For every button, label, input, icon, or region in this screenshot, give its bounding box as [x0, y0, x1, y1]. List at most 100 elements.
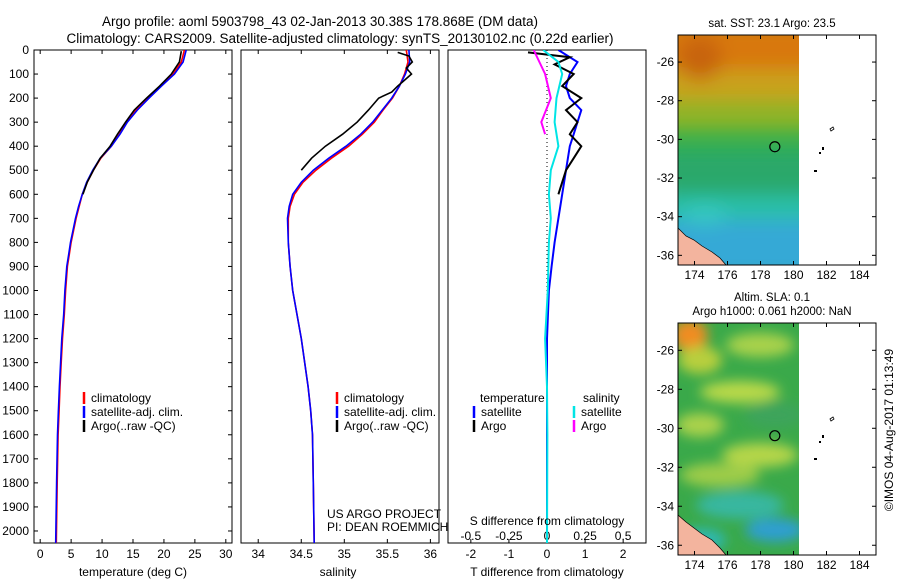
sla-lat-tick-label: -30 [657, 421, 675, 435]
temperature-xlabel: temperature (deg C) [79, 565, 187, 579]
sla-map-frame [677, 322, 877, 556]
legend-label-satellite-adj: satellite-adj. clim. [344, 405, 436, 419]
depth-tick-label: 400 [9, 139, 29, 153]
depth-tick-label: 300 [9, 115, 29, 129]
project-annotation: US ARGO PROJECT [327, 507, 442, 521]
t-difference-tick-label: 2 [620, 547, 627, 561]
sst-field [678, 35, 799, 265]
temperature-x-tick-label: 5 [68, 547, 75, 561]
depth-tick-label: 900 [9, 259, 29, 273]
sst-lat-tick-label: -30 [657, 132, 675, 146]
sst-map-title: sat. SST: 23.1 Argo: 23.5 [708, 18, 835, 30]
temperature-x-tick-label: 15 [126, 547, 140, 561]
sst-lat-tick-label: -28 [657, 94, 675, 108]
legend-label-argo: Argo(..raw -QC) [91, 419, 176, 433]
salinity-axes-frame [240, 49, 440, 544]
sst-lon-tick-label: 180 [783, 268, 803, 282]
s-difference-tick-label: -0.25 [495, 529, 523, 543]
depth-tick-label: 100 [9, 67, 29, 81]
coastline [678, 227, 727, 265]
sst-lon-tick-label: 176 [717, 268, 737, 282]
sst-lat-tick-label: -34 [657, 210, 675, 224]
coastline [678, 514, 727, 555]
s-difference-tick-label: 0.25 [573, 529, 597, 543]
depth-tick-label: 500 [9, 163, 29, 177]
legend-label-sal-satellite: satellite [581, 405, 622, 419]
depth-tick-label: 1800 [2, 476, 29, 490]
sst-lat-tick-label: -32 [657, 171, 675, 185]
sst-lon-tick-label: 178 [750, 268, 770, 282]
salinity-x-tick-label: 35 [338, 547, 352, 561]
series-line-satellite-adj-clim- [286, 50, 411, 543]
sla-map-title-line2: Argo h1000: 0.061 h2000: NaN [692, 306, 851, 318]
temperature-profiles [54, 50, 187, 543]
sla-map-panel: Altim. SLA: 0.1 Argo h1000: 0.061 h2000:… [657, 292, 877, 572]
sst-map-axes: 174 176 178 180 182 184 -26 -28 -30 -32 -34 -36 [657, 35, 876, 282]
sla-lat-tick-label: -28 [657, 382, 675, 396]
sst-lon-tick-label: 182 [816, 268, 836, 282]
pi-annotation: PI: DEAN ROEMMICH [327, 520, 448, 534]
temperature-x-tick-label: 10 [95, 547, 109, 561]
salinity-profiles [286, 50, 414, 543]
depth-tick-label: 1700 [2, 452, 29, 466]
argo-position-marker [769, 141, 781, 153]
salinity-x-tick-label: 36 [424, 547, 438, 561]
sst-map-panel: sat. SST: 23.1 Argo: 23.5 174 176 178 180 18… [657, 18, 877, 282]
depth-tick-label: 1000 [2, 283, 29, 297]
difference-panel: -2 -1 0 1 2 -0.5 -0.25 0 0.25 0.5 T difference f… [447, 49, 647, 579]
salinity-x-tick-label: 34.5 [290, 547, 314, 561]
temperature-legend: climatology satellite-adj. clim. Argo(..… [82, 391, 183, 433]
t-difference-tick-label: -1 [504, 547, 515, 561]
depth-tick-label: 1900 [2, 500, 29, 514]
sst-lon-tick-label: 184 [849, 268, 869, 282]
temperature-x-tick-label: 25 [188, 547, 202, 561]
depth-tick-label: 1200 [2, 332, 29, 346]
difference-legend: temperature salinity satellite Argo sate… [472, 391, 622, 433]
series-line-argo-raw-qc- [300, 51, 414, 171]
depth-tick-label: 200 [9, 91, 29, 105]
depth-tick-label: 800 [9, 235, 29, 249]
series-line-satellite-adj-clim- [54, 50, 187, 543]
sla-map-title-line1: Altim. SLA: 0.1 [734, 292, 810, 304]
sla-lat-tick-label: -36 [657, 538, 675, 552]
sst-lon-tick-label: 174 [684, 268, 704, 282]
legend-label-temp-argo: Argo [481, 419, 507, 433]
t-difference-tick-label: -2 [466, 547, 477, 561]
sla-lon-tick-label: 178 [750, 558, 770, 572]
t-difference-tick-label: 1 [582, 547, 589, 561]
sla-lat-tick-label: -34 [657, 499, 675, 513]
depth-tick-label: 1300 [2, 356, 29, 370]
legend-title-salinity: salinity [583, 391, 620, 405]
salinity-legend: climatology satellite-adj. clim. Argo(..… [335, 391, 436, 433]
depth-tick-label: 1500 [2, 404, 29, 418]
legend-label-temp-satellite: satellite [481, 405, 522, 419]
depth-tick-label: 700 [9, 211, 29, 225]
islands [814, 416, 835, 460]
legend-title-temperature: temperature [480, 391, 545, 405]
series-line-salinity-satellite [542, 50, 564, 543]
series-line-argo-raw-qc- [82, 51, 183, 195]
depth-tick-label: 1600 [2, 428, 29, 442]
legend-label-climatology: climatology [91, 391, 151, 405]
sst-lat-tick-label: -36 [657, 248, 675, 262]
legend-label-climatology: climatology [344, 391, 404, 405]
legend-label-sal-argo: Argo [581, 419, 607, 433]
sla-lon-tick-label: 180 [783, 558, 803, 572]
depth-tick-label: 1100 [3, 308, 29, 322]
series-line-salinity-argo [532, 50, 552, 135]
figure-title-line1: Argo profile: aoml 5903798_43 02-Jan-201… [102, 14, 538, 29]
figure-title-line2: Climatology: CARS2009. Satellite-adjuste… [66, 31, 613, 46]
sst-map-frame [677, 34, 877, 266]
t-difference-tick-label: 0 [544, 547, 551, 561]
depth-tick-label: 600 [9, 187, 29, 201]
temperature-x-axis: 0 5 10 15 20 25 30 [37, 50, 233, 561]
t-difference-x-axis: -2 -1 0 1 2 [466, 539, 627, 561]
temperature-x-tick-label: 0 [37, 547, 44, 561]
legend-label-argo: Argo(..raw -QC) [344, 419, 429, 433]
sst-lat-tick-label: -26 [657, 55, 675, 69]
sla-map-axes: 174 176 178 180 182 184 -26 -28 -30 -32 -34 -36 [657, 323, 876, 572]
s-difference-tick-label: -0.5 [461, 529, 482, 543]
legend-label-satellite-adj: satellite-adj. clim. [91, 405, 183, 419]
sla-lat-tick-label: -26 [657, 343, 675, 357]
